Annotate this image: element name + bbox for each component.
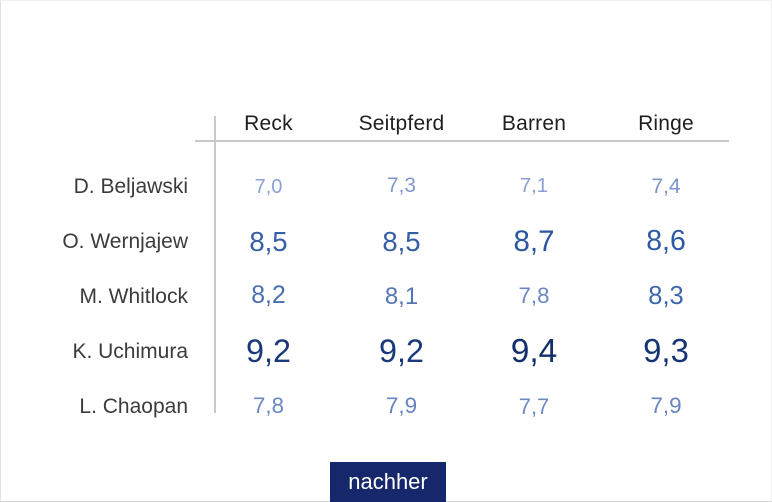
score-cell: 8,6 [646,225,686,258]
score-cell: 7,7 [518,393,550,419]
athlete-name: D. Beljawski [73,174,188,198]
column-header-barren: Barren [501,112,567,135]
score-cell: 9,2 [246,333,291,370]
table-header-underline [195,140,729,142]
nachher-toggle-button[interactable]: nachher [330,462,446,502]
score-cell: 8,3 [648,281,684,310]
column-header-seitpferd: Seitpferd [358,112,445,135]
score-cell: 8,1 [384,282,419,310]
score-cell: 7,3 [387,174,416,198]
athlete-name: K. Uchimura [72,339,188,363]
scores-table: Reck Seitpferd Barren Ringe D. Beljawski… [0,104,734,434]
score-cell: 7,9 [650,393,682,419]
score-cell: 8,7 [513,224,555,258]
score-cell: 7,1 [519,175,549,198]
score-cell: 9,2 [379,333,424,370]
score-cell: 9,4 [510,332,558,370]
score-cell: 7,9 [385,393,418,419]
column-header-reck: Reck [244,112,293,135]
athlete-name: M. Whitlock [79,284,188,308]
table-vertical-divider [214,116,216,413]
score-cell: 7,8 [518,283,550,309]
header-spacer [0,104,202,144]
athlete-name: O. Wernjajew [62,229,188,253]
score-cell: 7,8 [253,393,284,419]
athlete-name: L. Chaopan [79,394,188,418]
score-cell: 8,5 [249,225,288,257]
column-header-ringe: Ringe [638,112,694,135]
score-cell: 7,0 [254,175,283,198]
score-cell: 8,5 [382,225,421,257]
score-cell: 7,4 [651,174,681,198]
score-cell: 9,3 [643,332,689,370]
score-cell: 8,2 [251,282,286,310]
